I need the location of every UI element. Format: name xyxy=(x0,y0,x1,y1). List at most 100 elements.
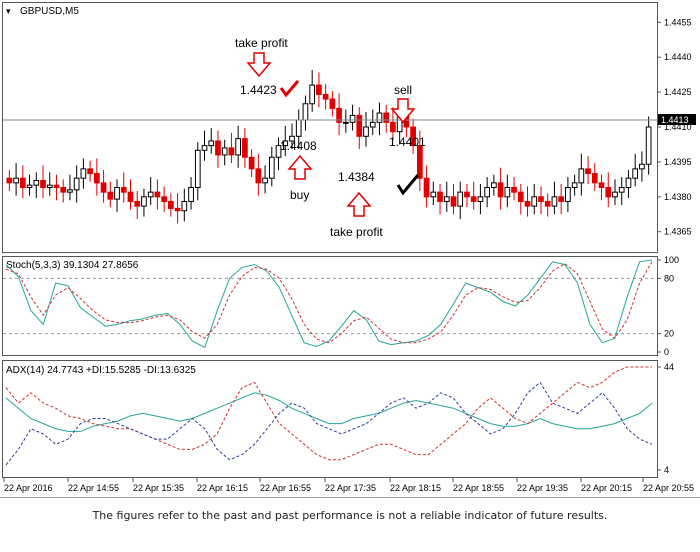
candle-body xyxy=(201,145,208,151)
candle-body xyxy=(295,119,302,137)
candle-body xyxy=(275,145,282,158)
current-price-tag xyxy=(658,114,696,126)
disclaimer-text: The figures refer to the past and past p… xyxy=(92,509,608,522)
candle-body xyxy=(154,191,161,198)
annotation-take-profit-bottom: take profit xyxy=(330,225,383,239)
candle-body xyxy=(551,196,558,207)
candle-body xyxy=(215,140,221,156)
candle-body xyxy=(517,191,524,202)
x-tick-label: 22 Apr 16:55 xyxy=(260,483,311,493)
annotation-price-2: 1.4408 xyxy=(280,139,317,153)
candle-body xyxy=(80,168,87,179)
candle-body xyxy=(46,184,53,189)
footer-divider xyxy=(0,497,700,498)
trading-chart: GBPUSD,M5 ▾ Stoch(5,3,3) 39.1304 27.8656… xyxy=(2,2,696,493)
candle-body xyxy=(639,163,645,170)
candle-body xyxy=(53,184,60,189)
down-arrow-icon xyxy=(390,98,416,124)
candle-body xyxy=(390,121,396,133)
annotation-price-3: 1.4401 xyxy=(389,135,426,149)
candle-body xyxy=(174,207,181,212)
x-tick-label: 22 Apr 20:15 xyxy=(581,483,632,493)
candle-body xyxy=(470,196,477,202)
candle-body xyxy=(565,187,571,202)
candle-body xyxy=(410,126,416,147)
x-tick-label: 22 Apr 16:15 xyxy=(197,483,248,493)
adx-minus-di-line xyxy=(5,381,653,466)
symbol-label: GBPUSD,M5 xyxy=(20,6,79,17)
stoch-tick-label: 80 xyxy=(664,273,674,283)
candle-body xyxy=(289,135,295,142)
candle-body xyxy=(87,168,93,175)
candle-body xyxy=(268,156,275,179)
x-tick-label: 22 Apr 18:55 xyxy=(453,483,504,493)
candle-body xyxy=(141,196,147,207)
annotation-sell: sell xyxy=(394,83,412,97)
candle-body xyxy=(188,187,194,202)
x-tick-label: 22 Apr 2016 xyxy=(4,483,53,493)
candle-body xyxy=(228,147,235,156)
candle-body xyxy=(168,200,174,209)
x-tick-label: 22 Apr 15:35 xyxy=(133,483,184,493)
stoch-label: Stoch(5,3,3) 39.1304 27.8656 xyxy=(6,260,139,271)
candle-body xyxy=(6,177,13,184)
candle-body xyxy=(235,138,242,156)
candle-body xyxy=(67,189,73,193)
candle-body xyxy=(100,182,107,193)
candle-body xyxy=(262,177,268,184)
stoch-tick-label: 0 xyxy=(664,347,669,357)
stoch-signal-line xyxy=(5,261,653,344)
up-arrow-icon xyxy=(287,154,313,180)
candle-body xyxy=(93,173,100,184)
candle-body xyxy=(349,114,356,123)
footer xyxy=(0,498,700,552)
x-tick-label: 22 Apr 19:35 xyxy=(517,483,568,493)
candle-body xyxy=(26,184,33,189)
candle-body xyxy=(578,168,585,184)
candle-body xyxy=(255,168,262,184)
annotation-buy: buy xyxy=(290,188,309,202)
candle-body xyxy=(363,126,369,137)
price-panel xyxy=(2,2,658,253)
x-tick-label: 22 Apr 18:15 xyxy=(390,483,441,493)
adx-tick-label: 44 xyxy=(664,362,674,372)
candle-body xyxy=(484,187,490,198)
candle-body xyxy=(464,191,470,198)
candle-body xyxy=(477,196,484,202)
candle-body xyxy=(558,196,565,202)
adx-label: ADX(14) 24.7743 +DI:15.5285 -DI:13.6325 xyxy=(6,365,196,376)
candle-body xyxy=(457,191,464,207)
candle-body xyxy=(147,191,154,198)
annotation-take-profit-top: take profit xyxy=(235,36,288,50)
candle-body xyxy=(40,180,46,188)
x-tick-label: 22 Apr 17:35 xyxy=(325,483,376,493)
candle-body xyxy=(511,187,517,193)
annotation-price-1: 1.4423 xyxy=(240,83,277,97)
candle-body xyxy=(13,177,19,184)
adx-panel xyxy=(2,360,658,478)
candle-body xyxy=(544,200,551,207)
adx-tick-label: 4 xyxy=(664,465,669,475)
candle-body xyxy=(127,191,134,202)
candle-body xyxy=(491,182,497,189)
candle-body xyxy=(356,114,363,137)
candle-body xyxy=(430,191,437,198)
candle-body xyxy=(114,187,120,200)
price-tick-label: 1.4365 xyxy=(664,227,692,237)
stoch-tick-label: 20 xyxy=(664,329,674,339)
candle-body xyxy=(376,112,383,123)
candle-body xyxy=(612,191,618,198)
candle-body xyxy=(194,149,201,188)
candle-body xyxy=(322,93,329,100)
candle-body xyxy=(134,200,141,207)
adx-plus-di-line xyxy=(5,366,652,461)
candle-body xyxy=(73,177,80,191)
price-tick-label: 1.4425 xyxy=(664,87,692,97)
candle-body xyxy=(416,145,423,179)
candle-body xyxy=(282,140,289,147)
x-tick-label: 22 Apr 20:55 xyxy=(643,483,694,493)
candle-body xyxy=(33,180,40,186)
price-tick-label: 1.4410 xyxy=(664,122,692,132)
candle-body xyxy=(383,112,390,123)
candle-body xyxy=(437,191,443,202)
